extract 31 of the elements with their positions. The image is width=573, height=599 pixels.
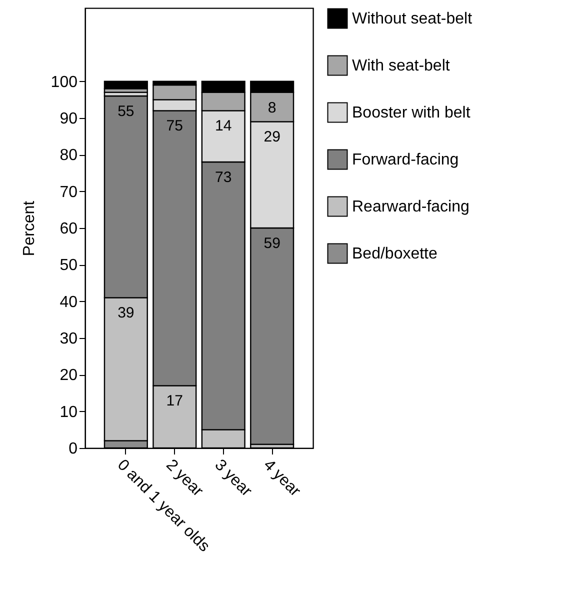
bar [104,80,148,90]
y-tick-label: 80 [60,147,78,164]
data-label: 75 [166,118,183,135]
y-tick-label: 100 [50,74,78,91]
legend-label: Forward-facing [352,152,459,168]
y-tick-label: 0 [68,440,78,458]
y-tick-label: 90 [60,110,78,128]
x-tick-label: 3 year [211,456,256,500]
legend-label: With seat-belt [352,58,450,74]
data-label: 39 [118,304,134,322]
y-tick-label: 10 [60,404,78,421]
legend-label: Bed/boxette [352,246,438,262]
data-label: 17 [166,392,183,410]
y-tick-label: 40 [60,294,78,311]
data-label: 73 [215,169,232,186]
y-tick-label: 50 [60,257,78,274]
x-tick-label: 4 year [260,456,304,500]
y-tick-label: 70 [60,184,78,201]
x-tick-label: 2 year [162,456,207,500]
data-label: 55 [118,103,134,120]
y-tick-label: 20 [60,367,78,384]
legend-label: Rearward-facing [352,198,470,216]
y-tick-label: 30 [60,330,78,348]
data-label: 59 [264,235,280,252]
data-label: 14 [215,118,232,135]
data-label: 8 [268,99,276,116]
y-axis-title: Percent [20,200,38,256]
y-tick-label: 60 [60,220,78,238]
legend-label: Without seat-belt [352,10,473,28]
data-label: 29 [264,128,280,146]
legend-label: Booster with belt [352,104,471,122]
